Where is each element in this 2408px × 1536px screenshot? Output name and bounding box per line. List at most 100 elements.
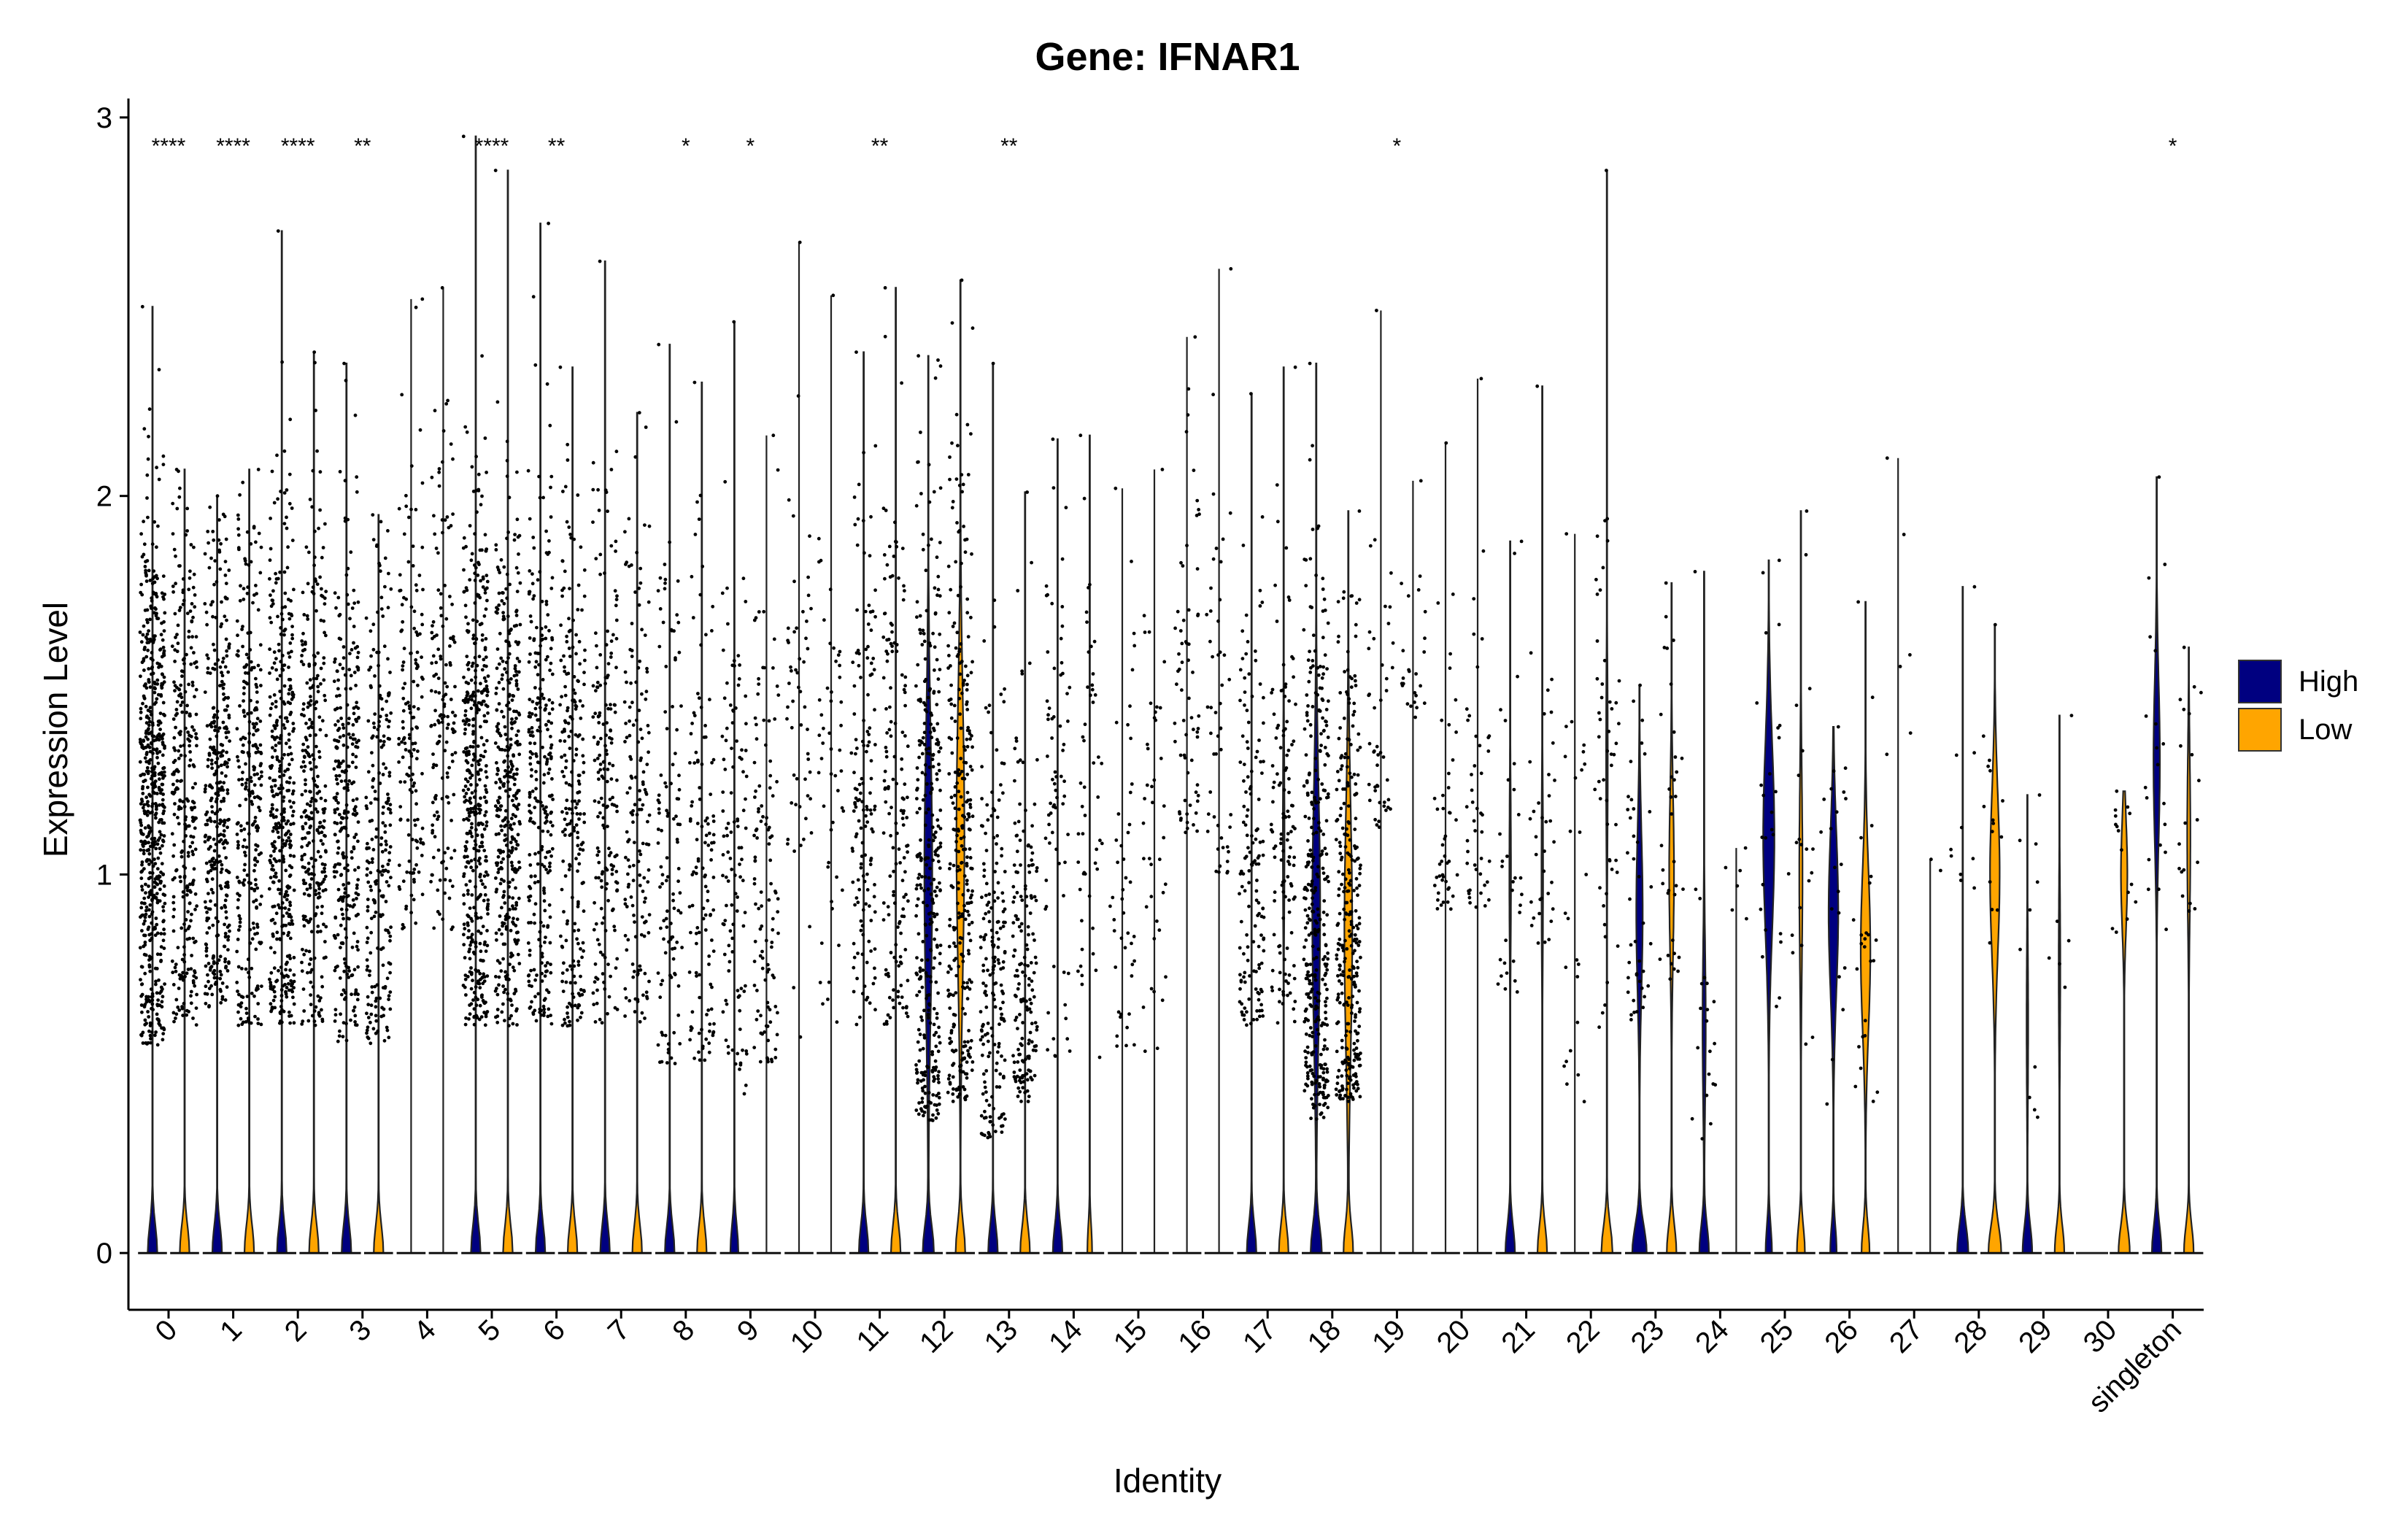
data-point [150,837,154,841]
data-point [1245,614,1249,617]
data-point [283,522,287,525]
data-point [852,942,856,946]
data-point [1002,925,1006,928]
data-point [931,757,935,761]
data-point [185,507,189,511]
data-point [543,899,547,903]
data-point [155,875,159,879]
data-point [271,702,274,706]
data-point [1311,903,1314,906]
data-point [344,962,347,965]
data-point [600,879,603,883]
data-point [919,838,922,842]
data-point [286,894,290,898]
data-point [153,682,157,686]
data-point [143,542,147,546]
data-point [186,799,190,803]
data-point [1382,804,1386,808]
data-point [401,687,405,690]
data-point [465,847,468,851]
data-point [528,973,531,977]
data-point [184,533,188,537]
data-point [862,808,865,812]
data-point [290,806,293,809]
data-point [606,630,609,633]
data-point [924,678,927,682]
data-point [282,974,285,978]
data-point [471,791,474,795]
data-point [927,1016,930,1020]
data-point [859,676,863,679]
data-point [992,960,996,963]
data-point [147,709,150,712]
data-point [212,539,215,542]
data-point [338,637,341,641]
data-point [155,896,158,900]
data-point [341,723,345,727]
data-point [477,473,481,476]
data-point [1255,1009,1259,1013]
data-point [915,788,919,792]
data-point [478,972,482,976]
data-point [146,800,150,803]
data-point [1195,730,1199,734]
data-point [1189,803,1192,807]
data-point [274,827,278,831]
data-point [345,803,349,807]
data-point [139,532,143,536]
data-point [1317,1075,1321,1078]
data-point [289,833,293,836]
data-point [336,782,339,786]
data-point [1306,1046,1310,1049]
data-point [929,792,933,795]
data-point [605,752,609,756]
data-point [411,716,414,719]
data-point [849,752,853,755]
data-point [979,946,983,949]
data-point [466,922,470,925]
data-point [1513,788,1516,792]
data-point [1307,883,1311,887]
data-point [1454,818,1458,822]
data-point [1629,943,1633,947]
data-point [403,647,406,650]
data-point [1243,763,1246,766]
data-point [481,638,485,642]
data-point [293,1021,296,1024]
data-point [1436,898,1440,902]
data-point [925,971,928,975]
data-point [615,449,619,453]
data-point [146,609,150,612]
data-point [852,771,856,774]
data-point [474,812,478,816]
data-point [662,938,665,941]
data-point [149,706,153,709]
data-point [1373,538,1377,541]
data-point [161,1038,165,1041]
data-point [1844,766,1848,770]
data-point [473,563,476,567]
data-point [1316,1092,1320,1096]
data-point [917,756,921,760]
data-point [927,912,931,916]
data-point [225,582,228,585]
data-point [1311,528,1315,531]
data-point [1309,962,1313,966]
data-point [181,958,185,962]
data-point [207,541,210,545]
data-point [1304,897,1308,900]
data-point [914,1063,918,1067]
data-point [333,934,336,938]
data-point [1320,1024,1324,1027]
data-point [156,842,160,846]
data-point [288,908,291,911]
data-point [984,1069,988,1073]
data-point [1518,911,1521,914]
data-point [469,966,473,970]
data-point [929,918,933,922]
data-point [992,598,996,602]
data-point [855,896,859,900]
data-point [541,600,544,603]
data-point [728,960,732,964]
data-point [470,987,474,991]
